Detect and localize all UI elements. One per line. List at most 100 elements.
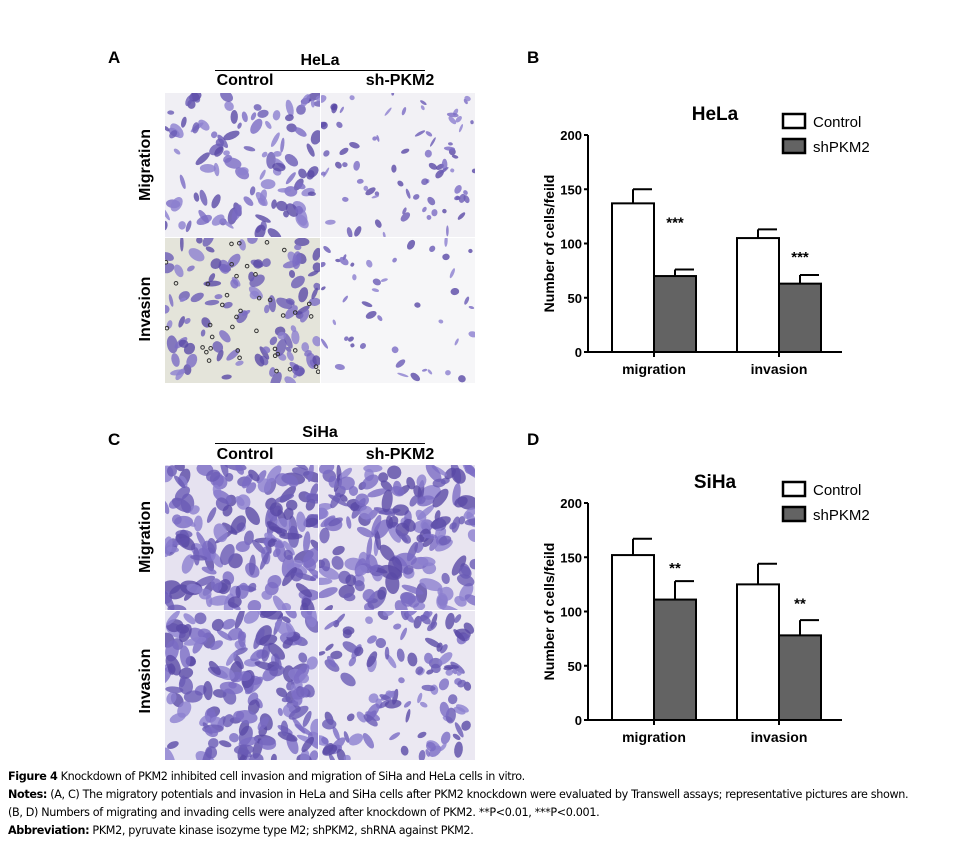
stained-cell <box>374 191 380 196</box>
legend-swatch-shpkm2 <box>781 505 807 523</box>
stained-cell <box>409 495 419 507</box>
stained-cell <box>448 116 457 125</box>
stained-cell <box>419 578 443 592</box>
panel-a-row-invasion: Invasion <box>137 276 154 342</box>
stained-cell <box>464 465 475 479</box>
stained-cell <box>186 583 202 594</box>
stained-cell <box>199 189 208 206</box>
panel-c-row-migration: Migration <box>137 501 154 573</box>
stained-cell <box>339 147 349 156</box>
stained-cell <box>301 597 315 610</box>
stained-cell <box>454 614 462 623</box>
stained-cell <box>335 161 342 169</box>
stained-cell <box>249 554 256 576</box>
stained-cell <box>222 618 236 630</box>
stained-cell <box>179 297 187 303</box>
stained-cell <box>234 611 245 629</box>
stained-cell <box>295 205 304 215</box>
stained-cell <box>454 722 464 738</box>
figure-notes-line1: Notes: (A, C) The migratory potentials a… <box>8 786 909 803</box>
stained-cell <box>335 613 346 625</box>
stained-cell <box>200 329 206 337</box>
stained-cell <box>417 556 436 567</box>
stained-cell <box>352 274 357 281</box>
bar-shpkm2-migration <box>653 275 697 353</box>
stained-cell <box>322 718 337 730</box>
stained-cell <box>183 613 196 625</box>
stained-cell <box>262 258 271 268</box>
stained-cell <box>445 370 451 376</box>
stained-cell <box>468 305 475 310</box>
stained-cell <box>265 120 272 129</box>
stained-cell <box>248 699 260 715</box>
panel-letter-d: D <box>527 430 540 449</box>
stained-cell <box>306 143 315 157</box>
notes-ac-ref: (A, C) <box>47 788 80 801</box>
stained-cell <box>285 172 296 185</box>
stained-cell <box>372 278 381 286</box>
cells <box>319 465 475 610</box>
stained-cell <box>424 637 441 648</box>
stained-cell <box>268 526 288 534</box>
stained-cell <box>207 538 217 554</box>
stained-cell <box>212 341 224 353</box>
stained-cell <box>283 210 289 218</box>
stained-cell <box>285 99 294 117</box>
stained-cell <box>446 225 449 237</box>
stained-cell <box>458 124 464 133</box>
stained-cell <box>429 137 436 147</box>
membrane-pore <box>230 324 235 330</box>
stained-cell <box>259 346 270 360</box>
y-axis-label: Number of cells/feild <box>541 543 557 681</box>
stained-cell <box>363 714 378 727</box>
stained-cell <box>174 475 186 488</box>
stained-cell <box>302 710 312 728</box>
stained-cell <box>323 245 331 254</box>
stained-cell <box>334 364 345 371</box>
stained-cell <box>237 671 252 682</box>
stained-cell <box>395 529 408 543</box>
stained-cell <box>421 178 429 186</box>
stained-cell <box>367 488 388 498</box>
stained-cell <box>431 209 438 217</box>
stained-cell <box>205 594 213 608</box>
figure-label: Figure 4 <box>8 770 58 783</box>
stained-cell <box>235 360 244 366</box>
stained-cell <box>307 191 316 197</box>
stained-cell <box>455 196 461 201</box>
stained-cell <box>272 548 281 558</box>
stained-cell <box>215 138 225 147</box>
stained-cell <box>169 584 189 600</box>
legend-label-shpkm2: shPKM2 <box>813 507 870 524</box>
stained-cell <box>445 612 455 630</box>
stained-cell <box>400 627 408 641</box>
membrane-pore <box>244 263 250 269</box>
stained-cell <box>425 749 430 757</box>
stained-cell <box>457 212 466 220</box>
stained-cell <box>243 530 254 546</box>
stained-cell <box>425 131 433 137</box>
stained-cell <box>277 331 287 340</box>
stained-cell <box>392 257 397 263</box>
stained-cell <box>454 596 467 607</box>
legend-label-shpkm2: shPKM2 <box>813 139 870 156</box>
stained-cell <box>321 736 329 745</box>
stained-cell <box>362 733 375 749</box>
stained-cell <box>202 238 214 247</box>
significance-marker: ** <box>794 595 806 612</box>
stained-cell <box>185 95 193 107</box>
stained-cell <box>306 170 315 180</box>
chart-svg: HeLa 0 50 100 150 200 Number of cells/feild mig… <box>541 104 870 377</box>
stained-cell <box>361 474 379 490</box>
stained-cell <box>320 558 331 572</box>
stained-cell <box>437 527 447 542</box>
stained-cell <box>218 740 232 748</box>
stained-cell <box>272 162 286 172</box>
micrograph-siha-shpkm2-migration <box>319 465 475 610</box>
stained-cell <box>374 529 381 551</box>
membrane-pore <box>205 281 211 287</box>
membrane-pore <box>253 272 258 277</box>
stained-cell <box>313 100 320 107</box>
membrane-pore <box>292 348 298 353</box>
stained-cell <box>425 465 442 483</box>
